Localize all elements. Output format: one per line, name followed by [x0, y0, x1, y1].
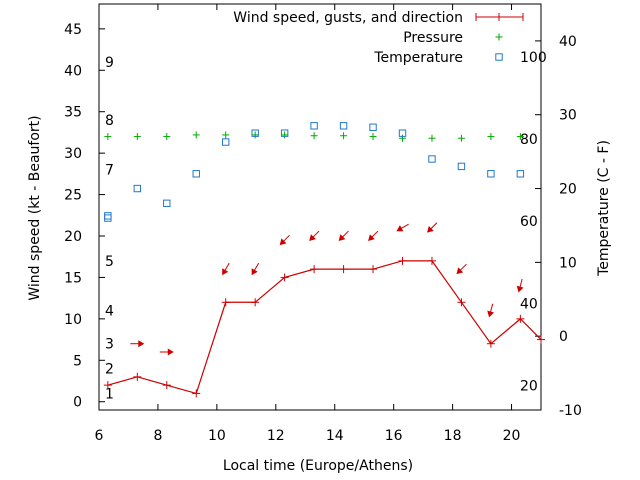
- y-right-tick-label: -10: [559, 403, 582, 419]
- temperature-point: [369, 123, 377, 131]
- wind-direction-arrow: [456, 263, 467, 275]
- temperature-point: [310, 122, 318, 130]
- temperature-point: [251, 129, 259, 137]
- arrow-head: [516, 285, 524, 293]
- plot-frame: [98, 3, 542, 411]
- temperature-point: [192, 170, 200, 178]
- arrow-head: [251, 268, 258, 276]
- temperature-point: [104, 212, 112, 220]
- y-left-tick-label: 25: [64, 188, 82, 204]
- y-left-tick-label: 20: [64, 229, 82, 245]
- fahrenheit-label: 20: [520, 379, 538, 395]
- x-axis-label: Local time (Europe/Athens): [223, 458, 413, 474]
- temperature-point: [398, 129, 407, 137]
- temperature-point: [487, 170, 495, 178]
- arrow-head: [279, 238, 287, 246]
- arrow-head: [167, 348, 174, 356]
- fahrenheit-label: 60: [520, 214, 538, 230]
- x-tick-label: 14: [326, 428, 344, 444]
- y-left-tick-label: 45: [64, 22, 82, 38]
- x-tick-label: 12: [267, 428, 285, 444]
- wind-direction-arrow: [487, 303, 495, 318]
- legend-swatch-square: [495, 53, 503, 61]
- temperature-point: [339, 122, 348, 130]
- fahrenheit-label: 40: [520, 297, 538, 313]
- x-axis-ticks: 6 8 10 12 14 16 18 20: [95, 4, 521, 444]
- y-left-tick-label: 30: [64, 146, 82, 162]
- fahrenheit-label: 100: [520, 50, 547, 66]
- wind-direction-arrow: [159, 348, 174, 356]
- y-axis-right-label: Temperature (C - F): [596, 140, 612, 277]
- fahrenheit-label: 80: [520, 132, 538, 148]
- legend-label: Temperature: [373, 50, 463, 66]
- arrow-head: [427, 225, 434, 233]
- y-axis-left-label: Wind speed (kt - Beaufort): [27, 115, 43, 300]
- y-left-tick-label: 40: [64, 63, 82, 79]
- temperature-point: [428, 155, 436, 163]
- y-left-tick-label: 15: [64, 270, 82, 286]
- temperature-point: [104, 214, 112, 222]
- wind-direction-arrow: [279, 234, 290, 246]
- temperature-point: [133, 184, 142, 193]
- temperature-point: [457, 162, 466, 171]
- series-wind: [103, 222, 545, 398]
- wind-direction-arrow: [338, 230, 349, 241]
- arrow-head: [338, 234, 346, 241]
- arrow-head: [487, 310, 495, 318]
- wind-direction-arrow: [368, 230, 379, 241]
- y-right-tick-label: 30: [559, 108, 577, 124]
- y-left-tick-label: 5: [73, 353, 82, 369]
- x-tick-label: 18: [444, 428, 462, 444]
- beaufort-label: 4: [105, 304, 114, 320]
- fahrenheit-labels: 20 40 60 80 100: [520, 50, 547, 394]
- arrow-head: [456, 267, 464, 275]
- y-right-tick-label: 20: [559, 182, 577, 198]
- wind-direction-arrow: [130, 340, 145, 348]
- wind-direction-arrow: [427, 222, 438, 233]
- x-tick-label: 10: [208, 428, 226, 444]
- y-axis-left-ticks: 0 5 10 15 20 25 30 35 40 45: [64, 22, 105, 411]
- series-temperature: [104, 122, 525, 222]
- x-tick-label: 20: [503, 428, 521, 444]
- temperature-point: [163, 199, 171, 208]
- temperature-point: [222, 138, 230, 146]
- beaufort-labels: 1 2 3 4 5 7 8 9: [105, 55, 114, 402]
- beaufort-label: 7: [105, 163, 114, 179]
- wind-direction-arrow: [396, 223, 409, 232]
- x-tick-label: 8: [153, 428, 162, 444]
- beaufort-label: 5: [105, 254, 114, 270]
- beaufort-label: 2: [105, 362, 114, 378]
- y-left-tick-label: 0: [73, 395, 82, 411]
- y-left-tick-label: 35: [64, 105, 82, 121]
- arrow-head: [396, 225, 404, 232]
- wind-line: [107, 260, 542, 395]
- legend-label: Wind speed, gusts, and direction: [233, 10, 463, 26]
- beaufort-label: 1: [105, 386, 114, 402]
- beaufort-label: 9: [105, 55, 114, 71]
- arrow-head: [368, 234, 375, 241]
- y-axis-right-ticks: -10 0 10 20 30 40: [535, 34, 582, 419]
- series-pressure: [104, 131, 524, 142]
- arrow-head: [138, 340, 145, 348]
- arrow-head: [222, 268, 229, 276]
- x-tick-label: 16: [385, 428, 403, 444]
- beaufort-label: 3: [105, 337, 114, 353]
- beaufort-label: 8: [105, 113, 114, 129]
- axes: [98, 3, 542, 411]
- wind-direction-arrow: [516, 278, 524, 293]
- wind-direction-arrow: [222, 262, 230, 276]
- temperature-point: [280, 129, 289, 137]
- y-left-tick-label: 10: [64, 312, 82, 328]
- wind-direction-arrow: [309, 230, 320, 241]
- arrow-head: [309, 234, 316, 241]
- x-tick-label: 6: [95, 428, 104, 444]
- y-right-tick-label: 10: [559, 255, 577, 271]
- y-right-tick-label: 40: [559, 34, 577, 50]
- legend-label: Pressure: [403, 30, 463, 46]
- temperature-point: [516, 170, 525, 178]
- y-right-tick-label: 0: [559, 329, 568, 345]
- wind-direction-arrow: [251, 262, 260, 276]
- legend: Wind speed, gusts, and direction Pressure…: [233, 10, 524, 66]
